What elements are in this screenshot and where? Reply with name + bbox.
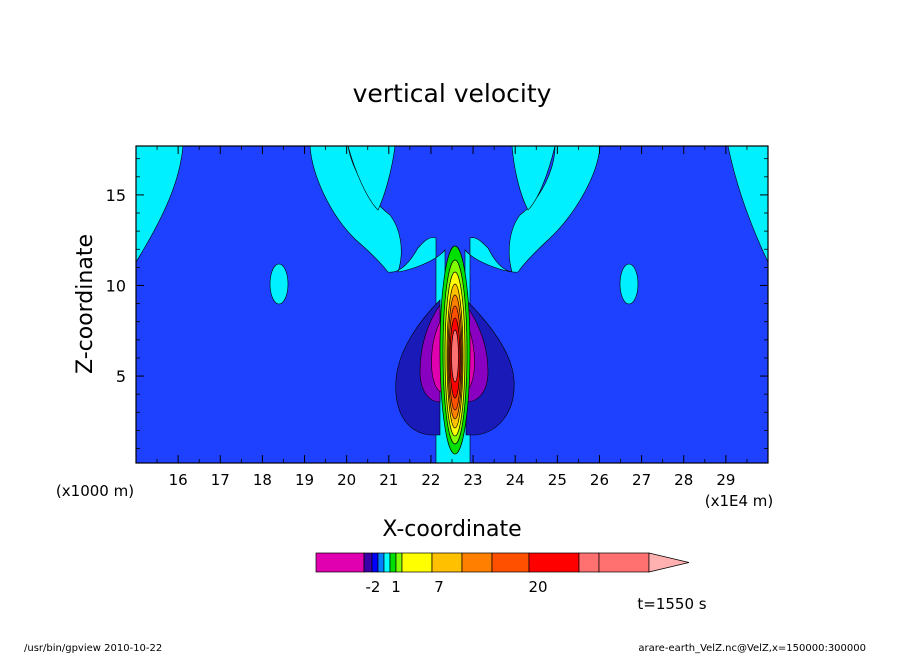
footer-left: /usr/bin/gpview 2010-10-22 [24, 643, 162, 654]
plot-area [136, 146, 768, 463]
colorbar-bin [598, 552, 650, 573]
colorbar-bin [461, 552, 493, 573]
x-tick-label: 20 [337, 471, 356, 489]
colorbar-bin [371, 552, 379, 573]
colorbar-bin [315, 552, 365, 573]
y-tick-label: 10 [106, 276, 126, 295]
x-axis-label: X-coordinate [382, 517, 521, 542]
cyan-region-upper-mid-right [511, 146, 556, 211]
chart-title: vertical velocity [353, 79, 552, 108]
y-axis: 5 10 15 [106, 158, 768, 449]
colorbar-bin [363, 552, 373, 573]
colorbar-label: 7 [434, 578, 444, 596]
x-tick-label: 29 [716, 471, 735, 489]
x-tick-label: 25 [548, 471, 567, 489]
cyan-region-upper-mid-left [347, 146, 396, 211]
x-tick-label: 17 [211, 471, 230, 489]
x-tick-label: 28 [674, 471, 693, 489]
y-tick-label: 15 [106, 186, 126, 205]
x-tick-label: 22 [421, 471, 440, 489]
cyan-blob-right [619, 263, 639, 305]
cyan-blob-left [269, 263, 289, 305]
colorbar-extend-arrow [648, 552, 690, 573]
colorbar-labels: -2 1 7 20 [366, 578, 548, 596]
colorbar-label: 20 [528, 578, 547, 596]
x-tick-label: 16 [169, 471, 188, 489]
time-label: t=1550 s [637, 595, 706, 613]
colorbar-bin [528, 552, 580, 573]
x-tick-label: 18 [253, 471, 272, 489]
colorbar-bin [401, 552, 433, 573]
colorbar-bin [578, 552, 600, 573]
colorbar-bin [383, 552, 391, 573]
x-tick-label: 23 [464, 471, 483, 489]
x-tick-label: 27 [632, 471, 651, 489]
x-unit-label: (x1E4 m) [705, 492, 774, 510]
colorbar-label: -2 [366, 578, 381, 596]
y-tick-label: 5 [116, 367, 126, 386]
colorbar [315, 552, 690, 573]
colorbar-bin [377, 552, 385, 573]
y-unit-label: (x1000 m) [56, 482, 134, 500]
colorbar-bin [395, 552, 403, 573]
colorbar-bin [431, 552, 463, 573]
cyan-region-center [309, 146, 601, 463]
colorbar-bin [389, 552, 397, 573]
colorbar-bin [491, 552, 530, 573]
footer-right: arare-earth_VelZ.nc@VelZ,x=150000:300000 [638, 643, 866, 654]
x-axis: 16 17 18 19 20 21 22 23 24 25 26 27 28 29 [156, 146, 748, 489]
x-tick-label: 24 [506, 471, 525, 489]
cyan-regions [136, 146, 768, 463]
cyan-region-top-right [727, 146, 768, 263]
updraft-core [439, 245, 471, 455]
updraft-contour-8 [451, 329, 459, 383]
downdraft-magenta-left [431, 316, 443, 393]
colorbar-label: 1 [391, 578, 401, 596]
x-tick-label: 19 [295, 471, 314, 489]
cyan-region-top-left [136, 146, 184, 263]
x-tick-label: 21 [379, 471, 398, 489]
x-tick-label: 26 [590, 471, 609, 489]
y-axis-label: Z-coordinate [73, 234, 98, 374]
